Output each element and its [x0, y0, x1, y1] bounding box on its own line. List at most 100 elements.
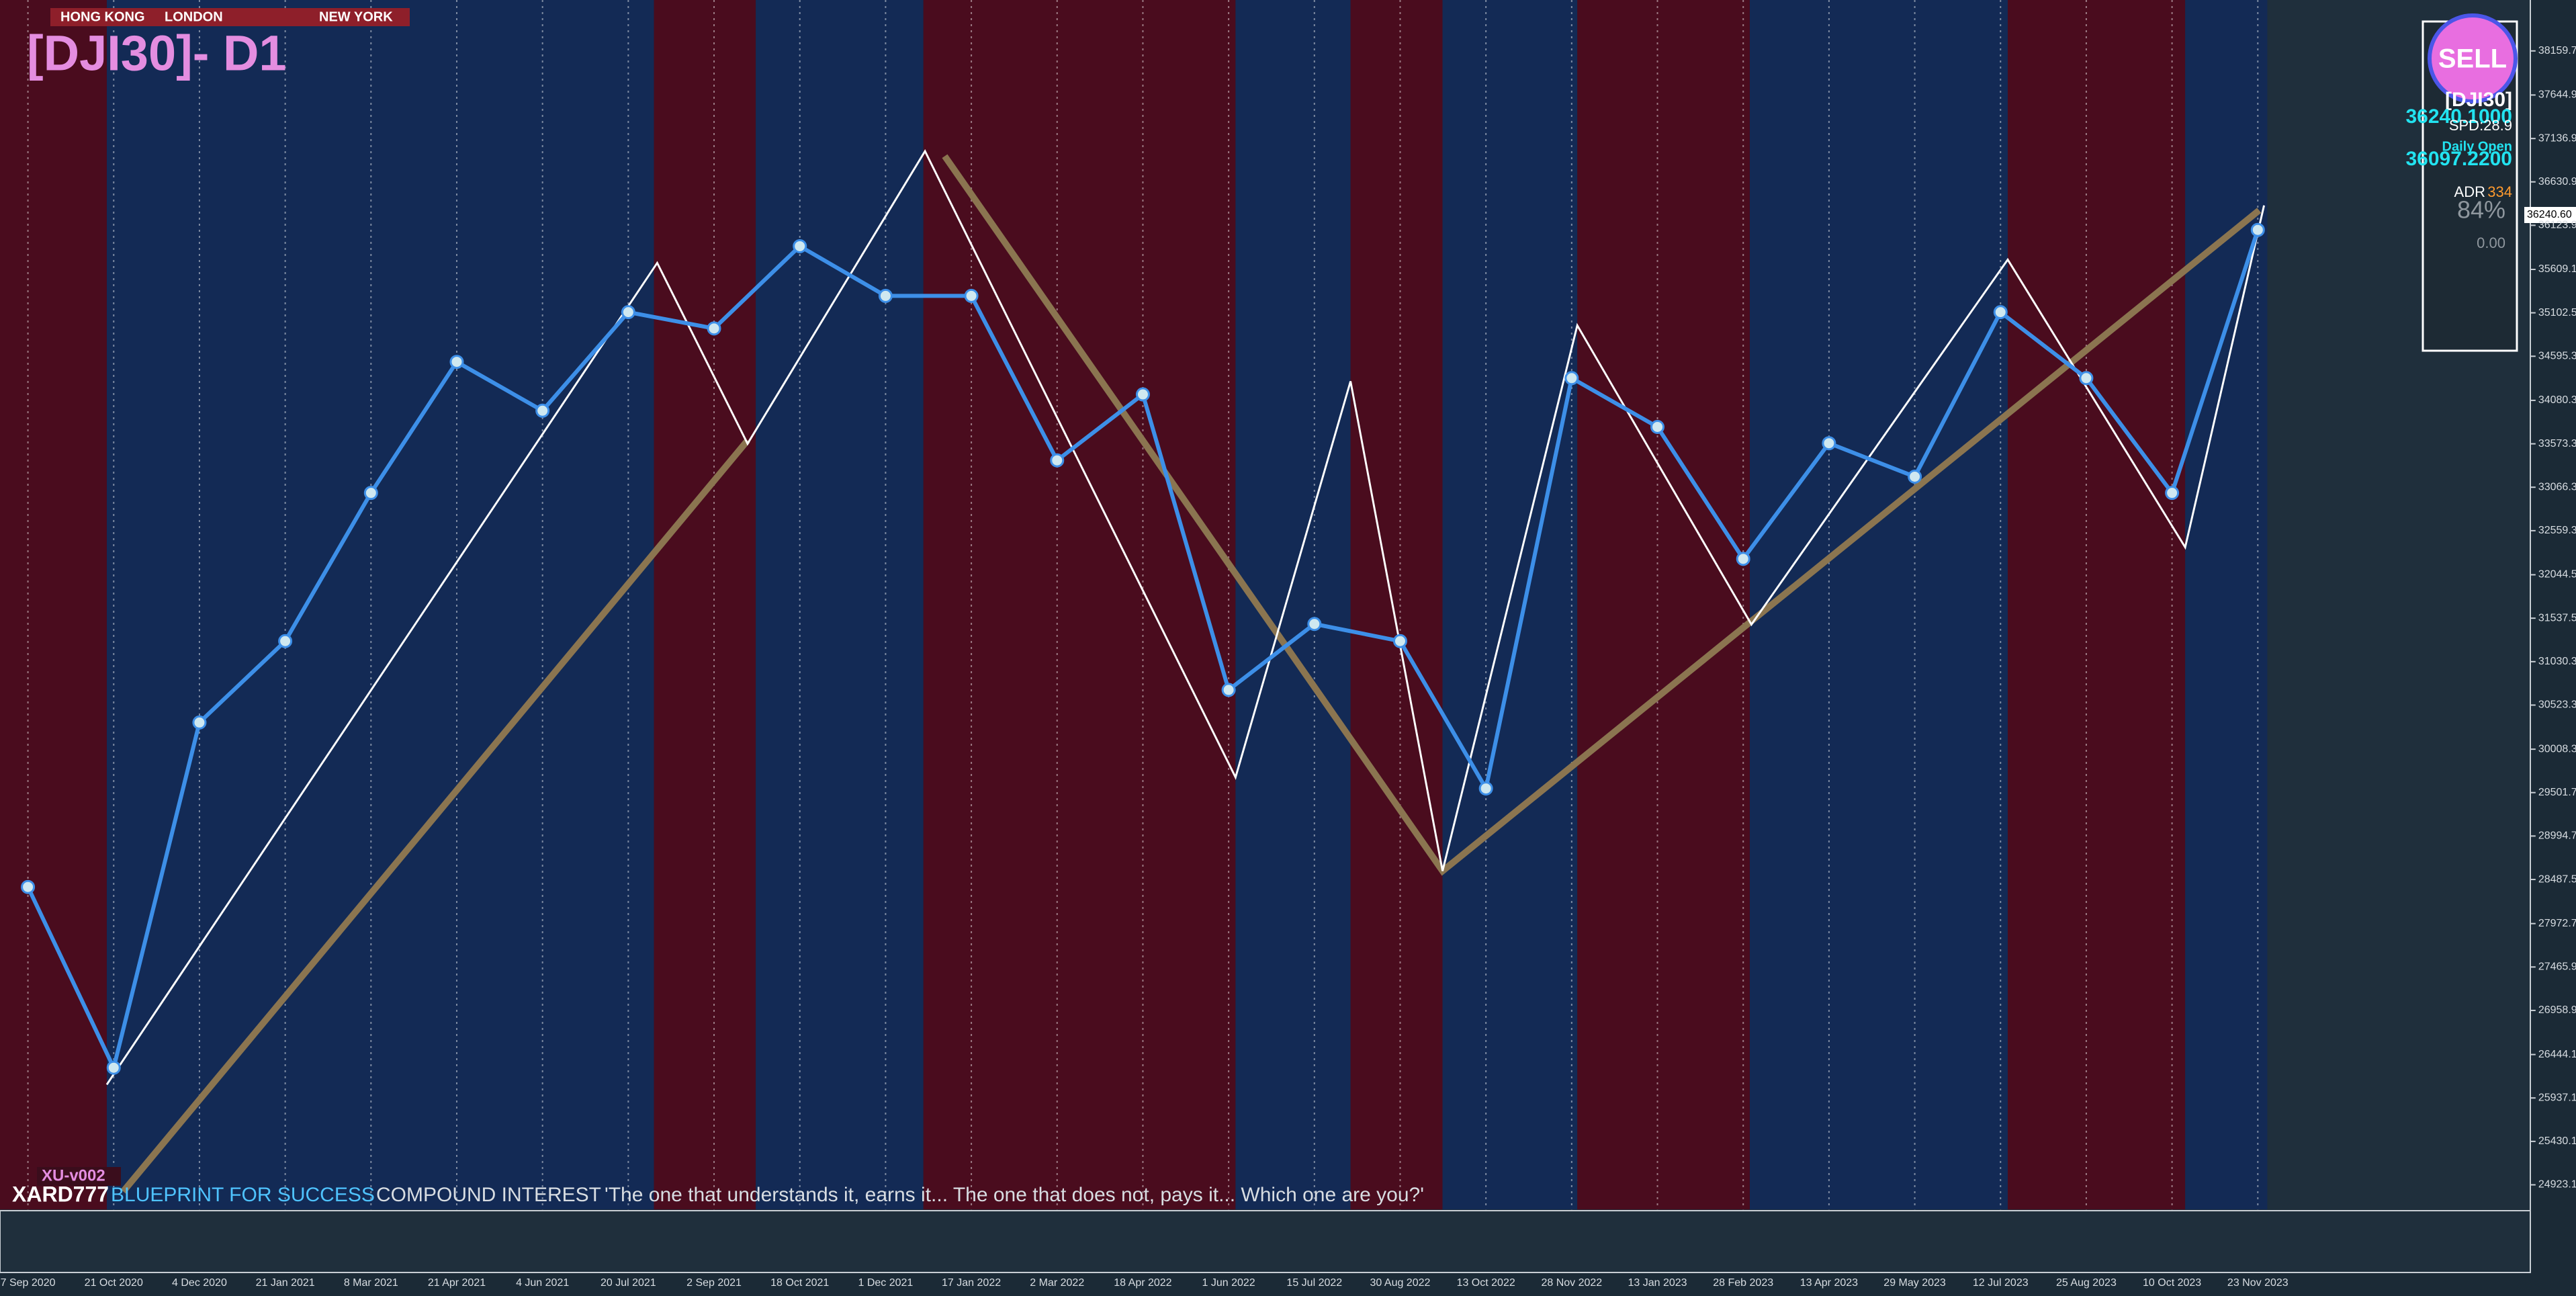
adr-label: ADR [2454, 183, 2485, 200]
y-tick-label: 31030.30 [2538, 656, 2576, 667]
x-tick-label: 1 Dec 2021 [858, 1277, 913, 1289]
price-point [2165, 486, 2180, 501]
y-tick-label: 36630.90 [2538, 176, 2576, 187]
spread: SPD:28.9 [2449, 117, 2512, 134]
symbol: [DJI30] [2445, 89, 2512, 111]
x-tick-label: 29 May 2023 [1883, 1277, 1946, 1289]
y-tick-label: 34595.30 [2538, 350, 2576, 361]
session-band [756, 0, 924, 1210]
y-tick-label: 37136.90 [2538, 132, 2576, 144]
price-point [1822, 436, 1836, 451]
x-tick-label: 21 Apr 2021 [428, 1277, 486, 1289]
current-price: 36240.60 [2527, 209, 2572, 220]
y-tick-label: 26444.10 [2538, 1049, 2576, 1060]
x-tick-label: 21 Jan 2021 [256, 1277, 315, 1289]
x-tick-label: 12 Jul 2023 [1973, 1277, 2029, 1289]
x-tick-label: 28 Feb 2023 [1713, 1277, 1773, 1289]
price-point [1908, 469, 1922, 484]
session-band [654, 0, 756, 1210]
y-tick-label: 24923.10 [2538, 1179, 2576, 1191]
topic: COMPOUND INTEREST [376, 1184, 601, 1206]
session-bar [50, 8, 410, 26]
price-point [621, 305, 635, 320]
y-tick-label: 35102.50 [2538, 307, 2576, 318]
price-point [2079, 371, 2094, 386]
y-tick-label: 27972.70 [2538, 918, 2576, 929]
price-point [1564, 371, 1579, 386]
price-point [192, 715, 207, 730]
current-price-box [2524, 207, 2576, 223]
price-point [1050, 453, 1065, 468]
x-tick-label: 10 Oct 2023 [2143, 1277, 2201, 1289]
price-point [1392, 634, 1407, 648]
x-tick-label: 7 Sep 2020 [1, 1277, 56, 1289]
price-point [106, 1060, 121, 1075]
y-tick-label: 31537.50 [2538, 612, 2576, 623]
y-tick-label: 25430.10 [2538, 1135, 2576, 1147]
price-point [363, 486, 378, 501]
session-band [1577, 0, 1750, 1210]
price-point [878, 288, 893, 303]
price-point [2250, 222, 2265, 237]
x-tick-label: 18 Oct 2021 [770, 1277, 829, 1289]
session-band [0, 0, 107, 1210]
price-point [707, 321, 721, 336]
x-tick-label: 13 Jan 2023 [1628, 1277, 1687, 1289]
y-tick-label: 30008.30 [2538, 743, 2576, 754]
daily-open: 36097.2200 [2406, 148, 2513, 170]
x-tick-label: 20 Jul 2021 [601, 1277, 656, 1289]
y-tick-label: 38159.70 [2538, 45, 2576, 56]
version: XU-v002 [42, 1166, 105, 1184]
y-tick-label: 36123.90 [2538, 220, 2576, 231]
session-band [106, 0, 654, 1210]
x-tick-label: 4 Jun 2021 [516, 1277, 569, 1289]
price-point [1993, 305, 2008, 320]
price-point [1221, 683, 1236, 697]
brand: XARD777 [12, 1182, 109, 1206]
x-tick-label: 18 Apr 2022 [1114, 1277, 1171, 1289]
price-point [1650, 419, 1665, 434]
plot [21, 222, 2265, 1075]
session-band [1749, 0, 2008, 1210]
price-point [1478, 781, 1493, 796]
daily-open-label: Daily Open [2442, 139, 2512, 154]
x-tick-label: 4 Dec 2020 [172, 1277, 227, 1289]
trend-line [120, 438, 750, 1194]
x-tick-label: 15 Jul 2022 [1286, 1277, 1342, 1289]
quote: 'The one that understands it, earns it..… [605, 1184, 1424, 1206]
signal-badge [2428, 13, 2518, 103]
y-tick-label: 32559.30 [2538, 525, 2576, 536]
adr: 334 [2487, 183, 2512, 200]
y-tick-label: 30523.30 [2538, 699, 2576, 711]
price: 36240.1000 [2406, 105, 2513, 128]
y-tick-label: 26958.90 [2538, 1004, 2576, 1016]
price-point [1307, 617, 1322, 632]
y-tick-label: 34080.30 [2538, 394, 2576, 406]
y-tick-label: 35609.10 [2538, 263, 2576, 275]
y-tick-label: 33066.30 [2538, 481, 2576, 492]
percent: 84% [2457, 196, 2505, 224]
signal: SELL [2438, 44, 2507, 74]
price-point [964, 288, 979, 303]
grid [27, 0, 2536, 1210]
price-point [535, 403, 550, 418]
chart-title: [DJI30]- D1 [27, 26, 287, 81]
x-tick-label: 13 Oct 2022 [1457, 1277, 1515, 1289]
y-tick-label: 28994.70 [2538, 830, 2576, 842]
price-point [1135, 387, 1150, 402]
session-label: LONDON [165, 9, 223, 24]
session-bands [0, 0, 2268, 1210]
session-band [1235, 0, 1351, 1210]
session-band [923, 0, 1236, 1210]
y-tick-label: 28487.50 [2538, 873, 2576, 885]
session-label: HONG KONG [60, 9, 145, 24]
session-band [2008, 0, 2186, 1210]
x-tick-label: 21 Oct 2020 [85, 1277, 143, 1289]
y-tick-label: 32044.50 [2538, 569, 2576, 580]
price-point [278, 634, 293, 648]
x-tick-label: 30 Aug 2022 [1370, 1277, 1431, 1289]
indicator-panel [0, 1210, 2531, 1273]
tagline: BLUEPRINT FOR SUCCESS [111, 1184, 375, 1206]
session-band [2185, 0, 2268, 1210]
